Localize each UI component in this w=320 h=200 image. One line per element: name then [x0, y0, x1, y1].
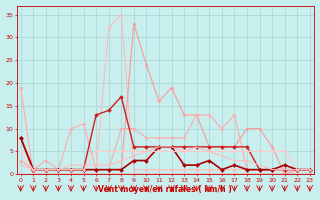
X-axis label: Vent moyen/en rafales ( km/h ): Vent moyen/en rafales ( km/h ) — [98, 185, 232, 194]
